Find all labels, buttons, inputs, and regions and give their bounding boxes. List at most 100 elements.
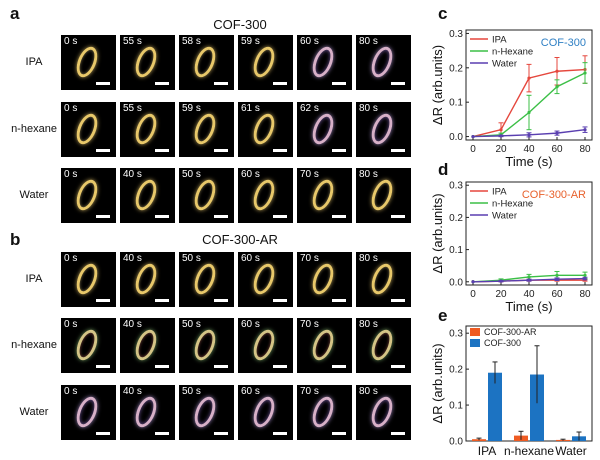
scale-bar [96, 432, 110, 435]
crystal-ring [367, 176, 397, 214]
legend-label: Water [492, 59, 517, 70]
micrograph-tile: 70 s [297, 252, 352, 307]
micrograph-tile: 0 s [61, 35, 116, 90]
scale-bar [155, 299, 169, 302]
micrograph-tile: 70 s [297, 318, 352, 373]
legend-swatch [470, 328, 480, 336]
scale-bar [332, 299, 346, 302]
row-label: n-hexane [11, 123, 57, 135]
y-tick-label: 0.1 [449, 245, 463, 256]
x-tick-label: 20 [495, 289, 507, 300]
micrograph-tile: 40 s [120, 168, 175, 223]
x-axis-label: Time (s) [505, 154, 552, 169]
crystal-ring [72, 110, 102, 148]
y-tick-label: 0.0 [449, 437, 463, 448]
data-point [527, 278, 531, 282]
legend-swatch [470, 339, 480, 347]
time-label: 58 s [182, 36, 201, 47]
time-label: 60 s [241, 169, 260, 180]
crystal-ring [190, 43, 220, 81]
category-label: n-hexane [504, 444, 554, 458]
time-label: 60 s [241, 386, 260, 397]
x-tick-label: 60 [551, 289, 563, 300]
time-label: 61 s [241, 103, 260, 114]
micrograph-tile: 62 s [297, 102, 352, 157]
chart-d: 0.0 0.1 0.2 0.3 0 20 40 60 80 Time (s) ΔR (arb.uni… [430, 181, 593, 314]
micrograph-tile: 70 s [297, 168, 352, 223]
bar [530, 374, 544, 441]
scale-bar [273, 432, 287, 435]
crystal-ring [72, 393, 102, 431]
time-label: 60 s [241, 319, 260, 330]
scale-bar [214, 149, 228, 152]
x-tick-label: 0 [470, 144, 476, 155]
row-label: IPA [25, 273, 43, 285]
crystal-ring [249, 260, 279, 298]
crystal-ring [72, 176, 102, 214]
time-label: 40 s [123, 386, 142, 397]
time-label: 55 s [123, 103, 142, 114]
scale-bar [214, 82, 228, 85]
time-label: 80 s [359, 386, 378, 397]
scale-bar [332, 215, 346, 218]
scale-bar [391, 299, 405, 302]
scale-bar [214, 365, 228, 368]
time-label: 80 s [359, 36, 378, 47]
x-tick-label: 40 [523, 289, 535, 300]
micrograph-tile: 40 s [120, 385, 175, 440]
micrograph-tile: 55 s [120, 102, 175, 157]
crystal-ring [72, 260, 102, 298]
crystal-ring [249, 393, 279, 431]
y-tick-label: 0.3 [449, 29, 463, 40]
legend-label: n-Hexane [492, 199, 533, 210]
time-label: 70 s [300, 169, 319, 180]
crystal-ring [367, 43, 397, 81]
plot-frame [465, 325, 593, 442]
data-point [583, 273, 587, 277]
micrograph-tile: 40 s [120, 318, 175, 373]
y-axis-label: ΔR (arb.units) [430, 343, 445, 423]
data-point [555, 273, 559, 277]
y-tick-label: 0.3 [449, 181, 463, 192]
micrograph-tile: 60 s [238, 252, 293, 307]
scale-bar [332, 432, 346, 435]
panel-label-b: b [10, 230, 21, 249]
crystal-ring [367, 260, 397, 298]
legend-label: n-Hexane [492, 47, 533, 58]
micrograph-tile: 60 s [238, 385, 293, 440]
panel-b-title: COF-300-AR [202, 232, 278, 247]
crystal-ring [308, 110, 338, 148]
legend-label: IPA [492, 187, 507, 198]
micrograph-tile: 60 s [238, 318, 293, 373]
crystal-ring [249, 176, 279, 214]
y-axis-label: ΔR (arb.units) [430, 45, 445, 125]
data-point [527, 110, 531, 115]
legend-label: COF-300 [484, 338, 521, 348]
time-label: 0 s [64, 169, 78, 180]
scale-bar [155, 432, 169, 435]
row-label: Water [19, 406, 49, 418]
bar [488, 372, 502, 441]
panel-label-c: c [438, 4, 448, 23]
crystal-ring [308, 260, 338, 298]
data-point [583, 71, 587, 75]
micrograph-tile: 50 s [179, 385, 234, 440]
time-label: 0 s [64, 319, 78, 330]
crystal-ring [131, 110, 161, 148]
scale-bar [391, 432, 405, 435]
time-label: 80 s [359, 319, 378, 330]
panel-label-e: e [438, 306, 448, 325]
data-point [527, 76, 531, 80]
crystal-ring [190, 260, 220, 298]
data-point [527, 133, 531, 137]
chart-c: 0.0 0.1 0.2 0.3 0 20 40 60 80 Time (s) ΔR (arb.uni… [430, 29, 593, 169]
panel-label-d: d [438, 160, 449, 179]
scale-bar [273, 299, 287, 302]
micrograph-tile: 50 s [179, 252, 234, 307]
time-label: 50 s [182, 386, 201, 397]
scale-bar [96, 82, 110, 85]
y-tick-label: 0.1 [449, 98, 463, 109]
scale-bar [214, 432, 228, 435]
row-label: n-hexane [11, 339, 57, 351]
time-label: 70 s [300, 319, 319, 330]
